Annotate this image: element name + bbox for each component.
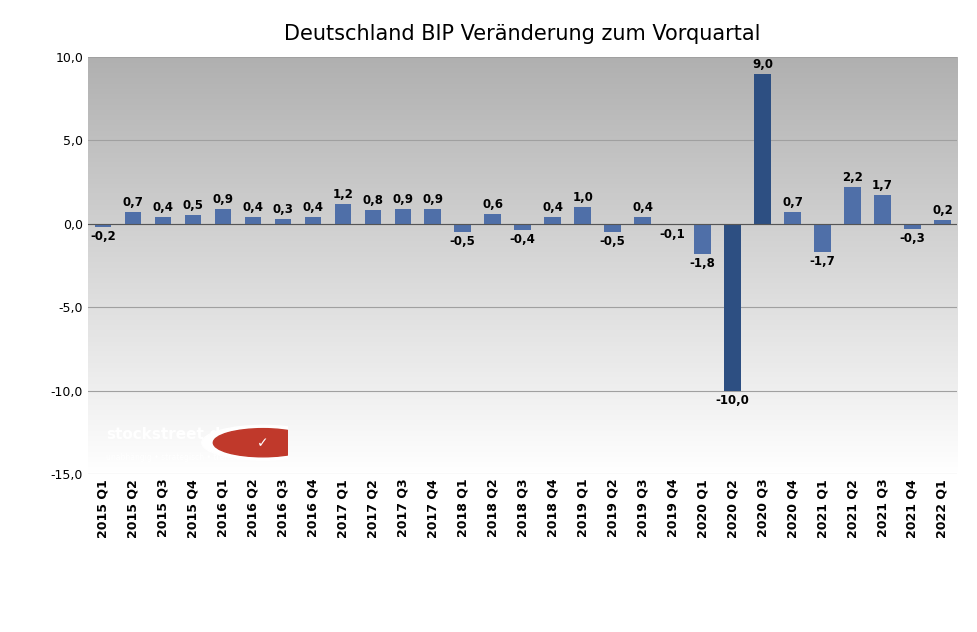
Bar <box>244 217 261 224</box>
Bar <box>454 224 471 232</box>
Text: 1,2: 1,2 <box>332 188 354 201</box>
Bar <box>844 187 861 224</box>
Bar <box>905 224 920 229</box>
Bar <box>125 212 141 224</box>
Text: 0,4: 0,4 <box>242 201 264 214</box>
Bar <box>695 224 711 254</box>
Text: 0,2: 0,2 <box>932 204 953 217</box>
Bar <box>874 195 891 224</box>
Text: -0,4: -0,4 <box>510 233 535 246</box>
Bar <box>515 224 531 231</box>
Bar <box>724 224 741 391</box>
Bar <box>574 207 591 224</box>
Bar <box>95 224 111 227</box>
Text: 0,7: 0,7 <box>783 196 803 209</box>
Text: 0,4: 0,4 <box>542 201 563 214</box>
Text: -0,5: -0,5 <box>600 235 625 248</box>
Bar <box>395 209 411 224</box>
Text: 0,9: 0,9 <box>392 193 413 205</box>
Text: 0,5: 0,5 <box>183 199 203 212</box>
Bar <box>305 217 321 224</box>
Text: 9,0: 9,0 <box>752 58 773 71</box>
Text: -0,5: -0,5 <box>449 235 476 248</box>
Bar <box>424 209 441 224</box>
Bar <box>334 204 351 224</box>
Text: 0,4: 0,4 <box>302 201 323 214</box>
Bar <box>814 224 830 252</box>
Bar <box>544 217 561 224</box>
Text: 0,6: 0,6 <box>483 198 503 210</box>
Text: 0,4: 0,4 <box>632 201 654 214</box>
Text: 2,2: 2,2 <box>842 171 863 184</box>
Bar <box>154 217 171 224</box>
Text: -0,3: -0,3 <box>900 232 925 245</box>
Text: -1,7: -1,7 <box>810 255 835 268</box>
Text: 0,9: 0,9 <box>422 193 444 205</box>
Bar <box>185 216 201 224</box>
Bar <box>364 210 381 224</box>
Text: 1,0: 1,0 <box>573 191 593 204</box>
Text: 0,4: 0,4 <box>152 201 173 214</box>
Bar <box>215 209 232 224</box>
Bar <box>664 224 681 226</box>
Text: 0,9: 0,9 <box>212 193 234 205</box>
Bar <box>605 224 621 232</box>
Text: 0,8: 0,8 <box>362 195 383 207</box>
Bar <box>275 219 291 224</box>
Text: 1,7: 1,7 <box>872 179 893 192</box>
Text: -1,8: -1,8 <box>690 257 715 270</box>
Text: -0,1: -0,1 <box>659 228 686 241</box>
Text: 0,3: 0,3 <box>273 203 293 216</box>
Bar <box>785 212 801 224</box>
Text: -10,0: -10,0 <box>715 394 749 406</box>
Bar <box>754 73 771 224</box>
Text: 0,7: 0,7 <box>122 196 144 209</box>
Text: -0,2: -0,2 <box>90 230 116 243</box>
Bar <box>485 214 501 224</box>
Bar <box>934 221 951 224</box>
Bar <box>634 217 651 224</box>
Title: Deutschland BIP Veränderung zum Vorquartal: Deutschland BIP Veränderung zum Vorquart… <box>284 24 761 44</box>
